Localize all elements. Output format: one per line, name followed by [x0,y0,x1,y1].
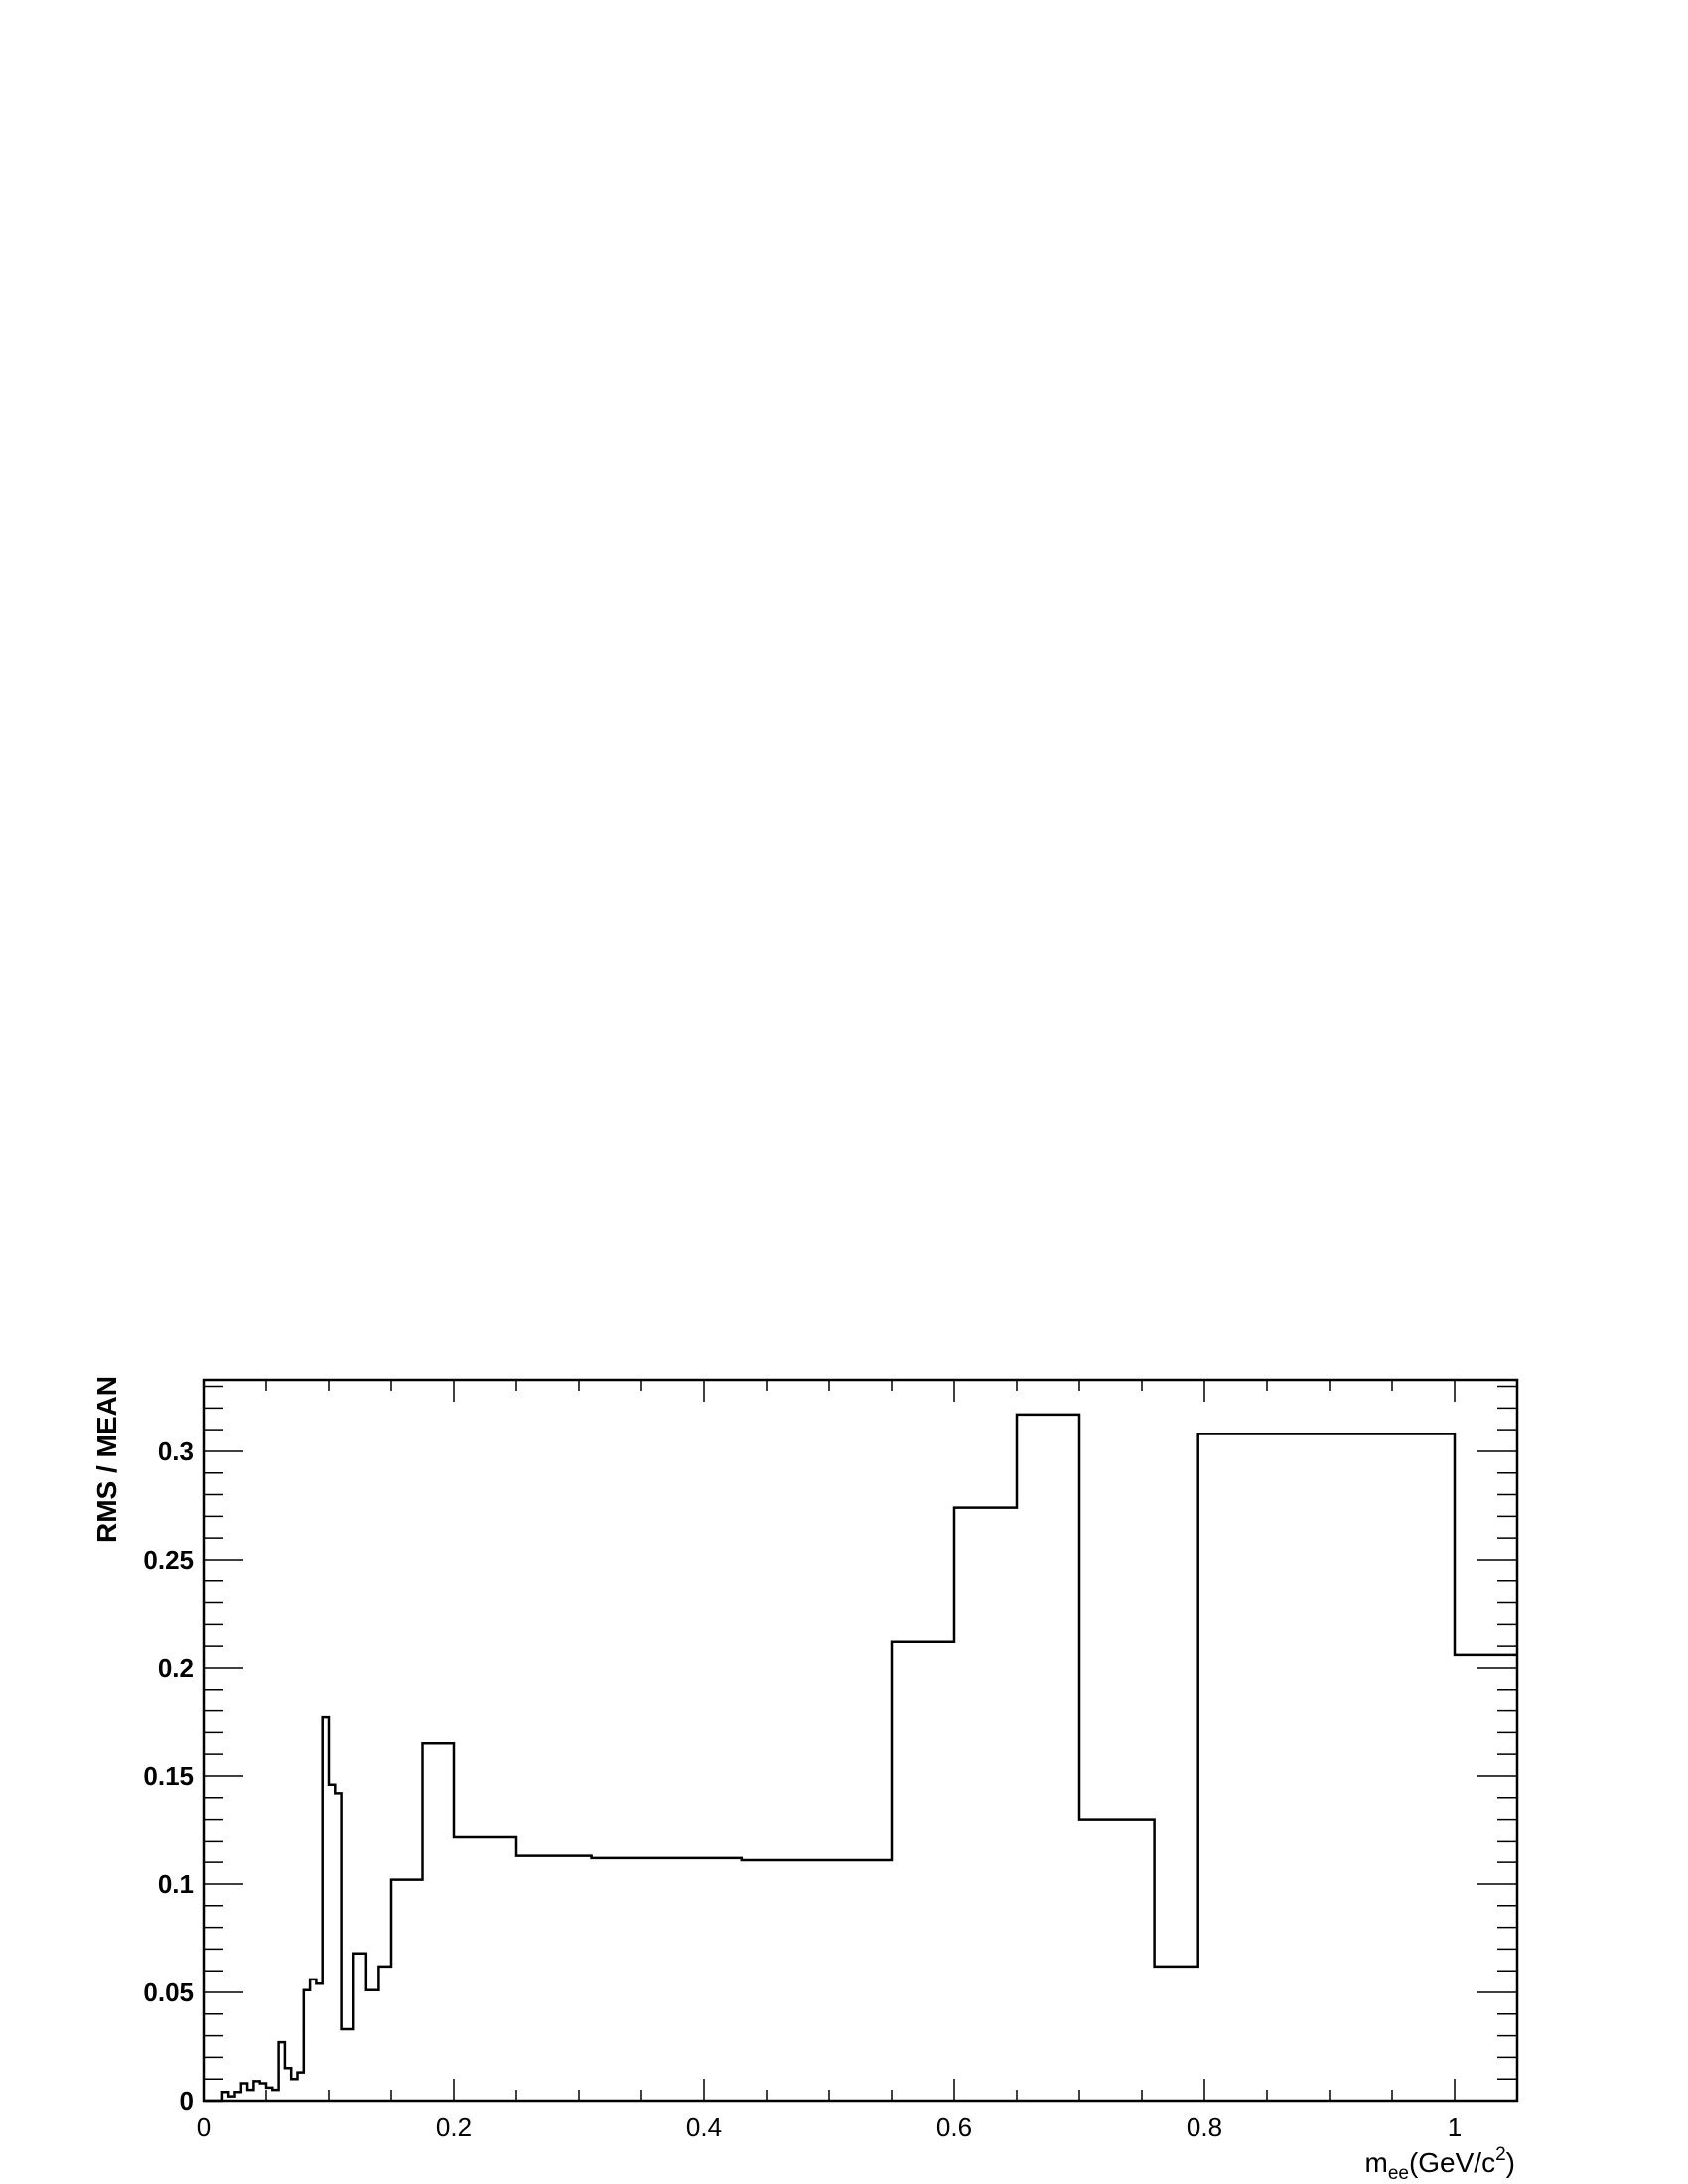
x-tick-label: 0.4 [686,2113,722,2142]
x-tick-label: 0.8 [1187,2113,1222,2142]
x-tick-label: 1 [1448,2113,1462,2142]
plot-frame [202,1378,1519,2103]
x-tick-label: 0.6 [936,2113,972,2142]
ticks-layer [203,1380,1518,2102]
y-tick-label: 0.25 [143,1545,194,1574]
y-tick-label: 0.05 [143,1978,194,2007]
y-tick-label: 0.2 [158,1653,194,1683]
x-tick-label: 0 [197,2113,211,2142]
y-tick-label: 0 [180,2086,194,2116]
y-axis-label: RMS / MEAN [91,1376,122,1543]
labels-layer: 0 0.2 0.4 0.6 0.8 1 0 0.05 0.1 0.15 0.2 0.25 0.3 [143,1436,1462,2142]
x-tick-label: 0.2 [436,2113,472,2142]
series-line [204,1413,1517,2103]
y-tick-label: 0.1 [158,1869,194,1899]
x-axis-label: mee(GeV/c2) [1364,2144,1515,2184]
y-tick-label: 0.15 [143,1761,194,1791]
y-tick-label: 0.3 [158,1436,194,1466]
